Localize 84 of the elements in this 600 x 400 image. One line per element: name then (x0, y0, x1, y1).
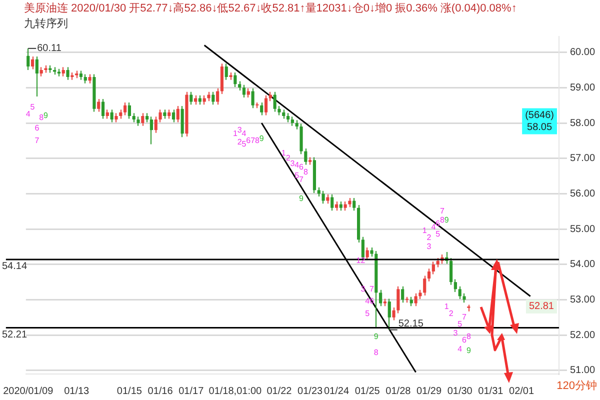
x-tick-label: 01/29 (416, 386, 442, 397)
annotation: 4 (458, 344, 463, 354)
annotation: 6 (246, 136, 252, 145)
x-tick-label: 01/18,01:00 (208, 386, 262, 397)
annotation: 4 (242, 128, 247, 138)
x-tick-label: 01/24 (324, 386, 350, 397)
annotation: 5 (30, 102, 36, 112)
chart-title: 美原油连 2020/01/30 开52.77↓高52.86↓低52.67↓收52.81↑量12031↓仓0↓增0 振0.36% 涨(0.04)0.08%↑ (24, 2, 517, 15)
x-tick-label: 01/13 (64, 386, 90, 397)
annotation: 3 (426, 242, 432, 251)
annotation: 1 (422, 226, 428, 236)
annotation: 6 (370, 296, 375, 306)
annotation: 7 (440, 206, 446, 216)
candlestick (207, 92, 210, 102)
annotation: 2 (448, 309, 454, 318)
candlestick (462, 293, 466, 303)
annotation: 1 (232, 128, 238, 138)
x-tick-label: 01/30 (447, 386, 473, 397)
annotation: 9 (259, 134, 264, 144)
annotation: 2 (286, 154, 291, 163)
y-tick-label: 60.00 (570, 47, 596, 58)
y-tick-label: 57.00 (570, 153, 596, 164)
annotation: 2 (237, 138, 242, 147)
annotation: 7 (462, 312, 468, 322)
annotation: 1 (444, 302, 450, 312)
annotation: 7 (299, 174, 304, 184)
y-tick-label: 58.00 (570, 118, 596, 129)
x-tick-label: 02/01 (509, 386, 534, 397)
annotation: (5646) 58.05 (525, 110, 554, 133)
y-tick-label: 52.00 (570, 330, 596, 341)
x-tick-label: 01/15 (116, 386, 142, 397)
annotation: 5 (294, 171, 300, 180)
x-tick-label: 01/16 (148, 386, 174, 397)
annotation: 3 (237, 125, 242, 134)
annotation: 8 (254, 136, 260, 145)
annotation: 52.15 (398, 318, 424, 330)
annotation: 3 (290, 158, 296, 168)
annotation: 60.11 (37, 43, 62, 54)
chart-subtitle: 九转序列 (24, 16, 68, 30)
y-tick-label: 56.00 (570, 188, 596, 200)
y-tick-label: 54.00 (570, 259, 596, 270)
y-tick-label: 53.00 (570, 294, 596, 306)
ref-line-label: 52.21 (2, 329, 28, 340)
x-tick-label: 01/31 (478, 386, 504, 397)
annotation: 4 (294, 160, 300, 170)
annotation: 9 (44, 111, 49, 120)
y-tick-label: 55.00 (570, 224, 596, 235)
annotation: 52.81 (528, 301, 554, 312)
x-tick-label: 2020/01/09 (3, 386, 54, 397)
annotation: 9 (466, 346, 472, 356)
annotation: 8 (303, 168, 308, 177)
x-tick-label: 01/25 (354, 386, 380, 397)
annotation: 6 (299, 162, 304, 172)
annotation: 4 (365, 296, 370, 306)
annotation: 6 (462, 336, 468, 345)
annotation: 3 (453, 328, 458, 338)
annotation: 4 (26, 109, 31, 118)
annotation: 8 (466, 332, 472, 342)
annotation: 2 (426, 233, 432, 242)
annotation: 5 (436, 230, 441, 239)
annotation: 7 (250, 136, 256, 145)
x-tick-label: 01/22 (266, 386, 292, 397)
annotation: 7 (370, 284, 375, 294)
y-tick-label: 59.00 (570, 82, 596, 94)
x-tick-label: 01/28 (386, 386, 412, 397)
annotation: 5 (242, 139, 247, 148)
annotation: 8 (39, 112, 44, 122)
annotation: 1 (281, 148, 286, 158)
annotation: 6 (34, 124, 40, 133)
annotation: 9 (299, 194, 304, 204)
y-tick-label: 51.00 (570, 365, 596, 376)
annotation: 5 (365, 309, 370, 318)
text: 120分钟 (556, 380, 597, 392)
x-tick-label: 01/23 (298, 386, 324, 397)
annotation: 9 (444, 215, 450, 224)
annotation: 9 (374, 332, 379, 342)
x-tick-label: 01/17 (178, 386, 204, 397)
annotation: 5 (458, 320, 463, 329)
annotation: 4 (431, 222, 436, 232)
annotation: 8 (440, 215, 446, 224)
annotation: 7 (34, 136, 40, 145)
ref-line-label: 54.14 (2, 261, 28, 272)
annotation: 8 (374, 348, 379, 357)
candlestick (44, 65, 48, 73)
